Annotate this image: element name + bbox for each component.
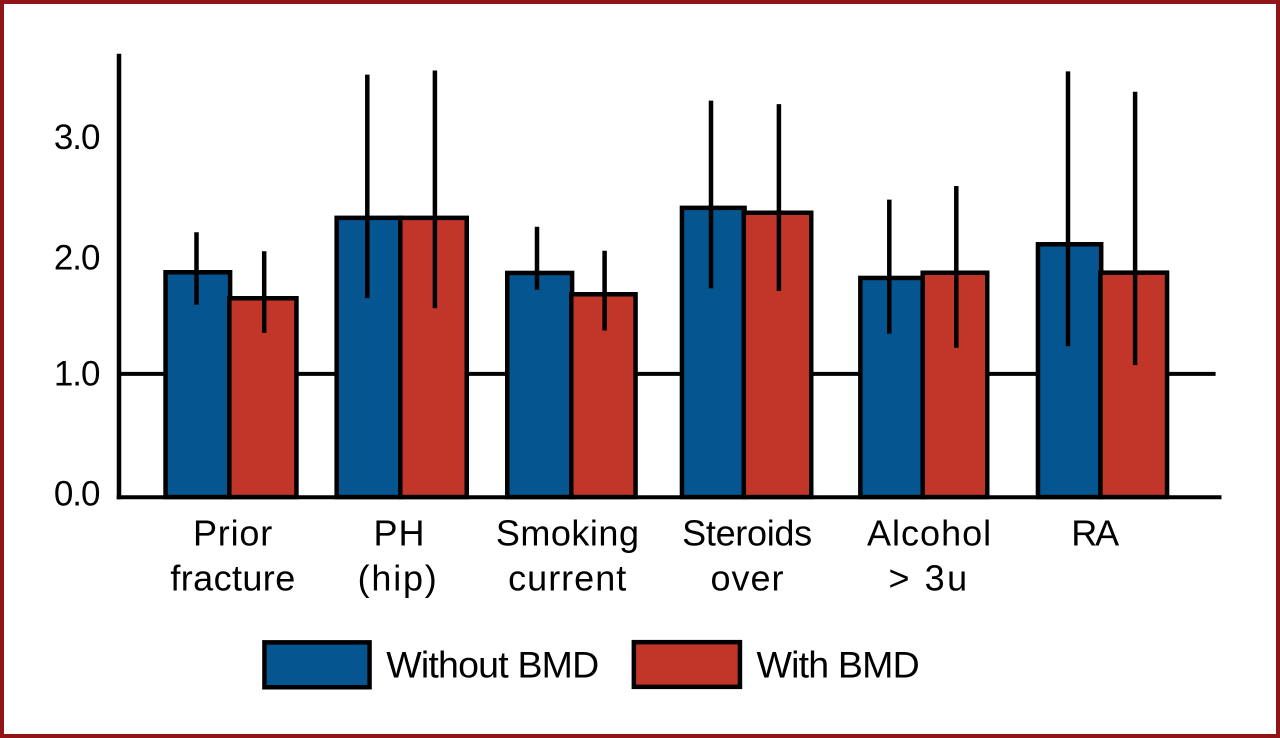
svg-text:Smoking: Smoking [496,513,640,554]
svg-text:0.0: 0.0 [54,475,100,514]
svg-text:RA: RA [1071,513,1119,554]
svg-text:Alcohol: Alcohol [867,513,992,554]
svg-text:1.0: 1.0 [54,355,100,394]
svg-text:over: over [710,558,784,599]
svg-text:PH: PH [373,513,425,554]
svg-text:3.0: 3.0 [54,118,100,157]
svg-text:current: current [508,558,627,599]
svg-text:Prior: Prior [193,513,273,554]
svg-text:(hip): (hip) [358,558,439,599]
svg-text:2.0: 2.0 [54,239,100,278]
svg-text:With BMD: With BMD [757,643,919,685]
svg-text:fracture: fracture [170,558,295,599]
svg-text:Steroids: Steroids [682,513,812,554]
svg-text:Without BMD: Without BMD [386,643,598,685]
svg-text:> 3u: > 3u [889,558,970,599]
